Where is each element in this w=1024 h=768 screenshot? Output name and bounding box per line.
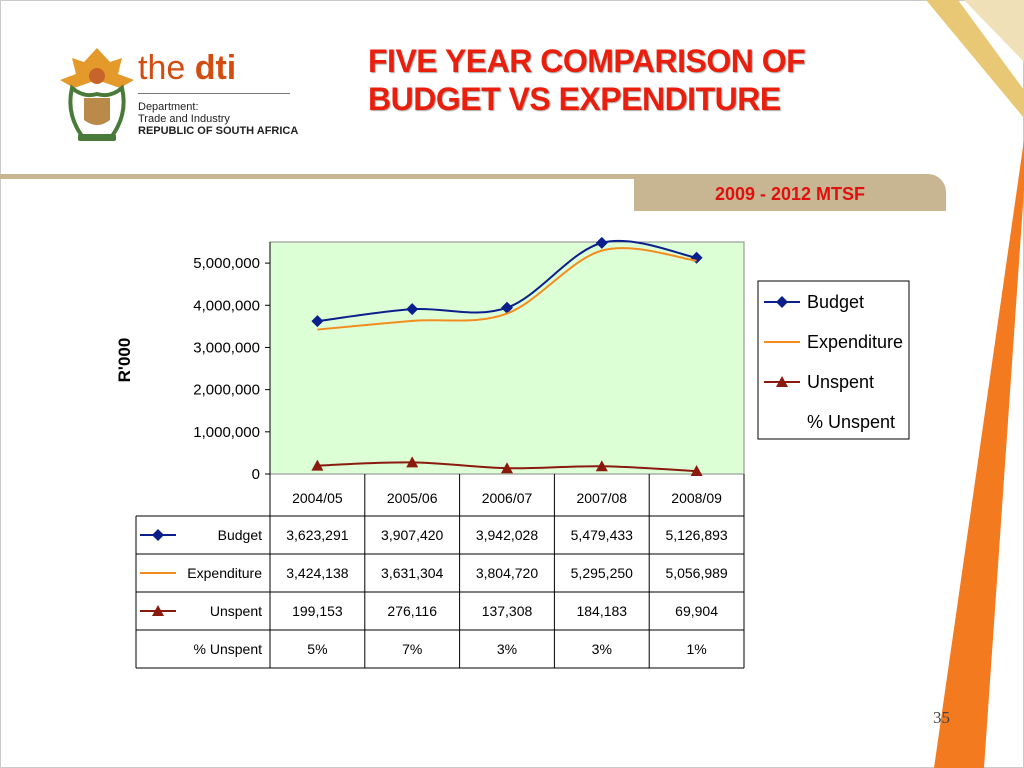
- subtitle-band: [634, 174, 946, 211]
- category-label: 2007/08: [576, 490, 627, 506]
- legend-entry: % Unspent: [807, 412, 895, 432]
- table-cell: 5,479,433: [571, 527, 633, 543]
- table-cell: 3,623,291: [286, 527, 348, 543]
- y-tick-label: 5,000,000: [193, 255, 260, 272]
- dept-line-1: Department:: [138, 101, 199, 113]
- orange-swoosh: [934, 140, 1024, 768]
- y-tick-label: 3,000,000: [193, 339, 260, 356]
- legend-key-marker: [776, 376, 788, 387]
- table-cell: 276,116: [387, 603, 437, 619]
- y-axis: 0 1,000,000 2,000,000 3,000,000 4,000,000 5,0…: [193, 242, 271, 483]
- legend: Budget Expenditure Unspent % Unspent: [757, 280, 910, 440]
- category-label: 2005/06: [387, 490, 438, 506]
- unspent-marker: [595, 460, 608, 472]
- legend-entry: Budget: [807, 292, 864, 312]
- category-label: 2004/05: [292, 490, 343, 506]
- table-cell: 137,308: [482, 603, 533, 619]
- y-tick-label: 4,000,000: [193, 297, 260, 314]
- legend-box: [757, 280, 910, 440]
- slide-title: FIVE YEAR COMPARISON OF BUDGET VS EXPEND…: [368, 42, 848, 118]
- legend-entry: Unspent: [807, 372, 874, 392]
- title-line-2: BUDGET VS EXPENDITURE: [368, 81, 781, 117]
- brand-divider: [138, 93, 290, 94]
- budget-marker: [501, 301, 513, 314]
- expenditure-line: [317, 247, 697, 331]
- unspent-marker: [311, 459, 324, 471]
- coat-of-arms-logo: [60, 48, 134, 141]
- dept-line-3: REPUBLIC OF SOUTH AFRICA: [138, 125, 299, 137]
- table-cell: 3,631,304: [381, 565, 443, 581]
- data-table: 2004/05 2005/06 2006/07 2007/08 2008/09 Budge…: [135, 474, 745, 669]
- slide-subtitle: 2009 - 2012 MTSF: [714, 184, 866, 204]
- brand-name: dti: [194, 49, 237, 87]
- table-cell: 3%: [592, 641, 612, 657]
- gold-swoosh: [926, 0, 1024, 118]
- table-cell: 3,907,420: [381, 527, 443, 543]
- table-row-label: Expenditure: [187, 565, 262, 581]
- table-row-label: Budget: [218, 527, 262, 543]
- y-tick-label: 1,000,000: [193, 424, 260, 441]
- category-label: 2008/09: [671, 490, 722, 506]
- table-cell: 3,942,028: [476, 527, 538, 543]
- table-row-label: % Unspent: [194, 641, 263, 657]
- table-key-marker: [152, 605, 164, 616]
- y-tick-label: 0: [252, 466, 260, 483]
- table-cell: 3,424,138: [286, 565, 348, 581]
- brand-wordmark: the dti: [138, 50, 236, 86]
- brand-prefix: the: [138, 49, 186, 87]
- budget-marker: [595, 236, 608, 249]
- budget-marker: [406, 303, 419, 316]
- table-cell: 5,295,250: [571, 565, 633, 581]
- header-rule: [0, 174, 640, 179]
- table-key-marker: [152, 529, 164, 541]
- tan-swoosh: [964, 0, 1024, 62]
- unspent-marker: [690, 465, 703, 477]
- dept-line-2: Trade and Industry: [138, 113, 230, 125]
- table-row-label: Unspent: [210, 603, 262, 619]
- legend-entry: Expenditure: [807, 332, 903, 352]
- unspent-marker: [406, 456, 419, 468]
- unspent-marker: [501, 462, 513, 474]
- y-axis-label: R'000: [115, 338, 134, 383]
- page-number: 35: [933, 708, 950, 727]
- table-cell: 184,183: [576, 603, 627, 619]
- series-layer: [311, 236, 703, 477]
- category-label: 2006/07: [482, 490, 533, 506]
- title-line-1: FIVE YEAR COMPARISON OF: [368, 43, 806, 79]
- table-cell: 69,904: [675, 603, 718, 619]
- table-cell: 5%: [307, 641, 327, 657]
- budget-marker: [311, 315, 324, 328]
- table-cell: 5,056,989: [665, 565, 727, 581]
- y-tick-label: 2,000,000: [193, 382, 260, 399]
- table-cell: 3,804,720: [476, 565, 538, 581]
- table-cell: 3%: [497, 641, 517, 657]
- table-cell: 7%: [402, 641, 422, 657]
- plot-area: [269, 241, 745, 475]
- legend-key-marker: [776, 296, 788, 308]
- table-cell: 1%: [686, 641, 706, 657]
- table-cell: 199,153: [292, 603, 343, 619]
- table-cell: 5,126,893: [665, 527, 727, 543]
